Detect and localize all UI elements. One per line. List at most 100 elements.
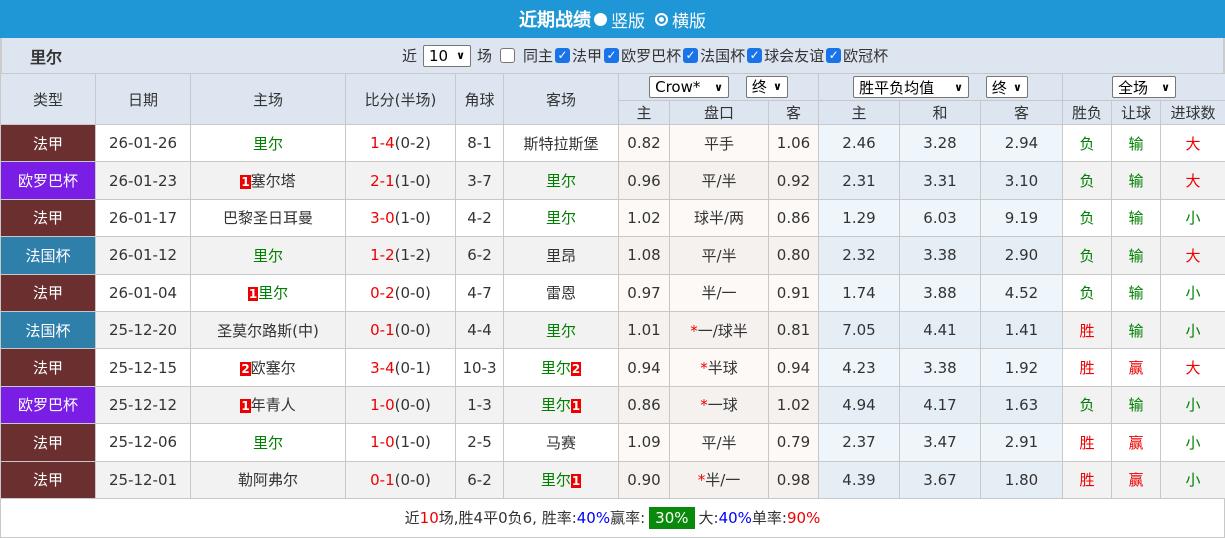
score[interactable]: 1-4(0-2) [346, 125, 456, 162]
home-team[interactable]: 巴黎圣日耳曼 [191, 199, 346, 236]
match-type[interactable]: 法甲 [1, 424, 96, 461]
col-handicap-result: 让球 [1112, 101, 1161, 125]
home-team-name: 圣莫尔路斯(中) [217, 322, 319, 340]
table-row[interactable]: 欧罗巴杯 26-01-23 1塞尔塔 2-1(1-0) 3-7 里尔 0.96 … [1, 162, 1225, 199]
away-team[interactable]: 斯特拉斯堡 [504, 125, 619, 162]
away-team-name: 斯特拉斯堡 [523, 135, 598, 153]
euro-home-odds: 4.94 [819, 386, 900, 423]
half-time-score: (0-0) [395, 471, 431, 489]
league-checkbox[interactable]: ✓ [555, 48, 570, 63]
match-type[interactable]: 法甲 [1, 461, 96, 498]
radio-vertical[interactable] [594, 13, 607, 26]
same-home-checkbox[interactable] [500, 48, 515, 63]
match-type[interactable]: 法甲 [1, 199, 96, 236]
match-result: 胜 [1063, 424, 1112, 461]
table-row[interactable]: 法国杯 25-12-20 圣莫尔路斯(中) 0-1(0-0) 4-4 里尔 1.… [1, 311, 1225, 348]
home-team[interactable]: 2欧塞尔 [191, 349, 346, 386]
table-row[interactable]: 法甲 26-01-26 里尔 1-4(0-2) 8-1 斯特拉斯堡 0.82 平… [1, 125, 1225, 162]
euro-type-select[interactable]: 胜平负均值∨ [853, 76, 969, 98]
table-row[interactable]: 法甲 26-01-17 巴黎圣日耳曼 3-0(1-0) 4-2 里尔 1.02 … [1, 199, 1225, 236]
away-team[interactable]: 马赛 [504, 424, 619, 461]
home-team[interactable]: 里尔 [191, 237, 346, 274]
radio-horizontal[interactable] [655, 13, 668, 26]
full-time-score: 1-0 [370, 433, 395, 451]
company-select[interactable]: Crow*∨ [649, 76, 729, 98]
table-row[interactable]: 法甲 26-01-04 1里尔 0-2(0-0) 4-7 雷恩 0.97 半/一… [1, 274, 1225, 311]
away-team-name: 里尔 [546, 209, 576, 227]
match-type[interactable]: 法甲 [1, 349, 96, 386]
radio-vertical-label[interactable]: 竖版 [611, 7, 645, 32]
score[interactable]: 1-0(0-0) [346, 386, 456, 423]
away-team[interactable]: 里尔1 [504, 461, 619, 498]
league-checkbox[interactable]: ✓ [604, 48, 619, 63]
home-team[interactable]: 圣莫尔路斯(中) [191, 311, 346, 348]
asian-time-select[interactable]: 终∨ [746, 76, 788, 98]
league-checkbox[interactable]: ✓ [683, 48, 698, 63]
asian-away-odds: 0.86 [769, 199, 819, 236]
euro-time-select[interactable]: 终∨ [986, 76, 1028, 98]
score[interactable]: 0-2(0-0) [346, 274, 456, 311]
away-team[interactable]: 里昂 [504, 237, 619, 274]
match-type[interactable]: 欧罗巴杯 [1, 386, 96, 423]
match-type[interactable]: 法甲 [1, 274, 96, 311]
handicap: 平/半 [670, 237, 769, 274]
euro-away-odds: 9.19 [981, 199, 1063, 236]
table-row[interactable]: 法甲 25-12-15 2欧塞尔 3-4(0-1) 10-3 里尔2 0.94 … [1, 349, 1225, 386]
score[interactable]: 2-1(1-0) [346, 162, 456, 199]
euro-odds-header: 胜平负均值∨ 终∨ [819, 74, 1063, 101]
asian-away-odds: 0.79 [769, 424, 819, 461]
home-team[interactable]: 勒阿弗尔 [191, 461, 346, 498]
match-type[interactable]: 欧罗巴杯 [1, 162, 96, 199]
away-team[interactable]: 雷恩 [504, 274, 619, 311]
col-type: 类型 [1, 74, 96, 125]
score[interactable]: 0-1(0-0) [346, 311, 456, 348]
away-team[interactable]: 里尔2 [504, 349, 619, 386]
home-team[interactable]: 1塞尔塔 [191, 162, 346, 199]
away-team[interactable]: 里尔 [504, 199, 619, 236]
score[interactable]: 1-0(1-0) [346, 424, 456, 461]
half-time-score: (0-2) [395, 134, 431, 152]
match-date: 25-12-12 [96, 386, 191, 423]
asian-away-odds: 0.91 [769, 274, 819, 311]
score[interactable]: 0-1(0-0) [346, 461, 456, 498]
col-euro-home: 主 [819, 101, 900, 125]
away-team[interactable]: 里尔 [504, 311, 619, 348]
count-select[interactable]: 10∨ [423, 45, 471, 67]
euro-home-odds: 2.32 [819, 237, 900, 274]
home-team[interactable]: 里尔 [191, 125, 346, 162]
euro-away-odds: 2.94 [981, 125, 1063, 162]
table-row[interactable]: 法甲 25-12-06 里尔 1-0(1-0) 2-5 马赛 1.09 平/半 … [1, 424, 1225, 461]
filters: 近 10∨ 场 同主 ✓法甲✓欧罗巴杯✓法国杯✓球会友谊✓欧冠杯 [402, 45, 888, 67]
table-row[interactable]: 欧罗巴杯 25-12-12 1年青人 1-0(0-0) 1-3 里尔1 0.86… [1, 386, 1225, 423]
handicap-value: 半球 [708, 359, 738, 377]
home-team[interactable]: 1里尔 [191, 274, 346, 311]
home-team[interactable]: 1年青人 [191, 386, 346, 423]
home-team[interactable]: 里尔 [191, 424, 346, 461]
score[interactable]: 3-4(0-1) [346, 349, 456, 386]
score[interactable]: 1-2(1-2) [346, 237, 456, 274]
match-type[interactable]: 法甲 [1, 125, 96, 162]
radio-horizontal-label[interactable]: 横版 [672, 7, 706, 32]
league-checkbox[interactable]: ✓ [826, 48, 841, 63]
col-handicap: 盘口 [670, 101, 769, 125]
away-team[interactable]: 里尔1 [504, 386, 619, 423]
corners: 8-1 [456, 125, 504, 162]
asian-home-odds: 1.09 [619, 424, 670, 461]
handicap-result: 赢 [1112, 461, 1161, 498]
goals-result: 小 [1161, 199, 1225, 236]
match-date: 25-12-01 [96, 461, 191, 498]
col-date: 日期 [96, 74, 191, 125]
away-team[interactable]: 里尔 [504, 162, 619, 199]
table-row[interactable]: 法国杯 26-01-12 里尔 1-2(1-2) 6-2 里昂 1.08 平/半… [1, 237, 1225, 274]
match-type[interactable]: 法国杯 [1, 237, 96, 274]
full-time-score: 0-1 [370, 321, 395, 339]
score[interactable]: 3-0(1-0) [346, 199, 456, 236]
team-name: 里尔 [30, 44, 62, 68]
asian-away-odds: 0.98 [769, 461, 819, 498]
match-type[interactable]: 法国杯 [1, 311, 96, 348]
table-row[interactable]: 法甲 25-12-01 勒阿弗尔 0-1(0-0) 6-2 里尔1 0.90 *… [1, 461, 1225, 498]
league-checkbox[interactable]: ✓ [747, 48, 762, 63]
match-date: 25-12-15 [96, 349, 191, 386]
period-select[interactable]: 全场∨ [1112, 76, 1176, 98]
col-asian-away: 客 [769, 101, 819, 125]
